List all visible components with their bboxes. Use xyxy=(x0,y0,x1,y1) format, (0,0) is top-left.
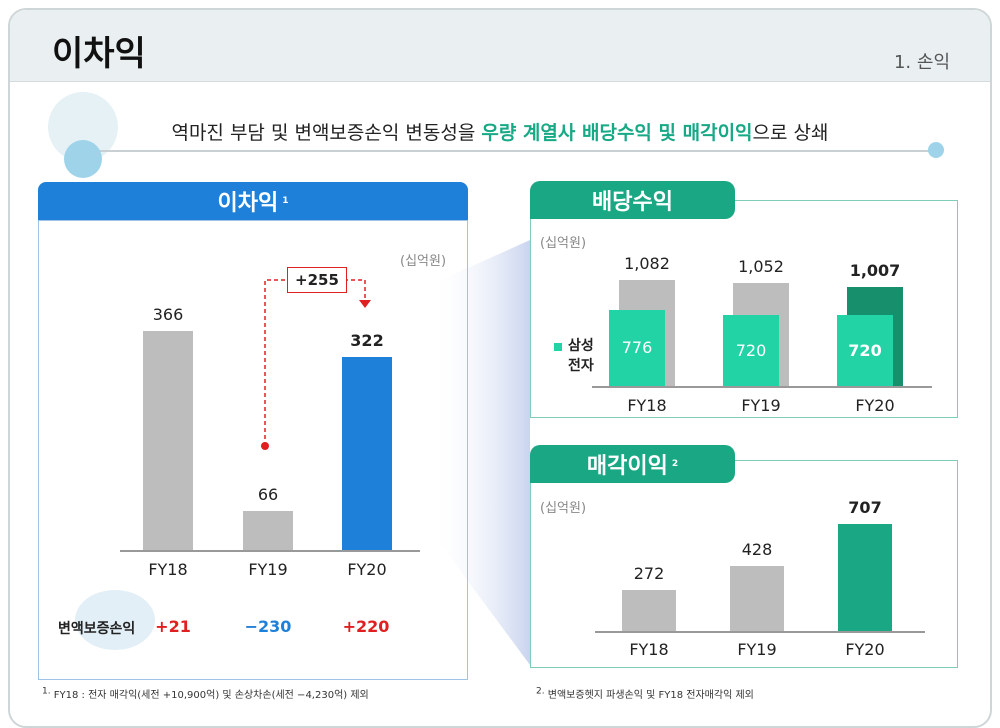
interest-margin-header: 이차익 1 xyxy=(38,182,468,220)
legend-line: 삼성 xyxy=(568,338,594,354)
total-label: 1,007 xyxy=(849,261,901,281)
x-tick-label: FY19 xyxy=(737,640,777,659)
value-label: 428 xyxy=(741,540,773,560)
total-label: 1,052 xyxy=(738,256,784,276)
value-label: 272 xyxy=(633,563,665,583)
total-label: 1,082 xyxy=(624,253,670,273)
x-tick-label: FY18 xyxy=(627,396,667,415)
baseline xyxy=(592,386,932,388)
header-band xyxy=(10,10,990,82)
decor-circle xyxy=(75,590,155,650)
footnote-mark: 2 xyxy=(671,459,679,469)
disposal-gain-header: 매각이익 2 xyxy=(530,445,735,483)
samsung-label: 720 xyxy=(848,341,882,361)
footnote-mark: 1 xyxy=(282,196,289,206)
decor-circle xyxy=(64,140,102,178)
bar xyxy=(243,510,293,550)
subtitle: 역마진 부담 및 변액보증손익 변동성을 우량 계열사 배당수익 및 매각이익으… xyxy=(0,118,1000,145)
subtitle-text: 으로 상쇄 xyxy=(752,122,829,144)
samsung-label: 776 xyxy=(621,338,653,358)
section-label: 1. 손익 xyxy=(893,52,950,73)
footnote-text: 변액보증헷지 파생손익 및 FY18 전자매각익 제외 xyxy=(547,690,754,701)
zoom-connector xyxy=(430,240,530,665)
x-tick-label: FY18 xyxy=(629,640,669,659)
subtitle-text: 역마진 부담 및 변액보증손익 변동성을 xyxy=(171,122,482,144)
baseline xyxy=(120,550,420,552)
legend-swatch xyxy=(554,343,562,351)
value-label: 322 xyxy=(350,331,384,351)
bar xyxy=(730,566,784,631)
unit-label: (십억원) xyxy=(540,501,587,516)
footnote-2: 2. 변액보증헷지 파생손익 및 FY18 전자매각익 제외 xyxy=(536,686,754,701)
unit-label: (십억원) xyxy=(540,236,587,251)
panel-title: 이차익 xyxy=(217,191,279,216)
table-value: +220 xyxy=(342,617,390,636)
disposal-gain-panel xyxy=(530,460,958,668)
bar xyxy=(622,589,676,631)
panel-title: 배당수익 xyxy=(592,190,673,215)
x-tick-label: FY20 xyxy=(855,396,895,415)
interest-margin-panel xyxy=(38,220,468,680)
samsung-label: 720 xyxy=(735,341,767,361)
footnote-mark: 1. xyxy=(42,686,51,697)
bar xyxy=(143,331,193,550)
footnote-mark: 2. xyxy=(536,686,545,697)
panel-title: 매각이익 xyxy=(586,454,668,479)
subtitle-highlight: 우량 계열사 배당수익 및 매각이익 xyxy=(481,122,753,144)
footnote-1: 1. FY18 : 전자 매각익(세전 +10,900억) 및 손상차손(세전 … xyxy=(42,686,369,701)
table-value: −230 xyxy=(244,617,292,636)
bar xyxy=(342,357,392,550)
samsung-bar: 720 xyxy=(723,315,779,386)
samsung-bar: 776 xyxy=(609,309,665,386)
change-badge: +255 xyxy=(287,267,347,293)
baseline xyxy=(595,631,925,633)
footnote-text: FY18 : 전자 매각익(세전 +10,900억) 및 손상차손(세전 −4,… xyxy=(53,690,369,701)
x-tick-label: FY20 xyxy=(845,640,885,659)
unit-label: (십억원) xyxy=(400,254,447,269)
change-arrow xyxy=(261,279,371,450)
dividend-panel xyxy=(530,200,958,418)
bar xyxy=(838,524,892,631)
table-value: +21 xyxy=(155,617,191,636)
x-tick-label: FY19 xyxy=(741,396,781,415)
value-label: 66 xyxy=(257,484,279,504)
x-tick-label: FY19 xyxy=(248,560,288,579)
value-label: 707 xyxy=(848,498,882,518)
legend-line: 전자 xyxy=(568,358,594,374)
value-label: 366 xyxy=(152,305,184,325)
decor-dot xyxy=(928,142,944,158)
samsung-bar: 720 xyxy=(837,315,893,386)
table-label: 변액보증손익 xyxy=(58,621,136,637)
subtitle-rule xyxy=(90,150,930,152)
page-title: 이차익 xyxy=(52,34,146,74)
x-tick-label: FY18 xyxy=(148,560,188,579)
dividend-header: 배당수익 xyxy=(530,181,735,219)
x-tick-label: FY20 xyxy=(347,560,387,579)
